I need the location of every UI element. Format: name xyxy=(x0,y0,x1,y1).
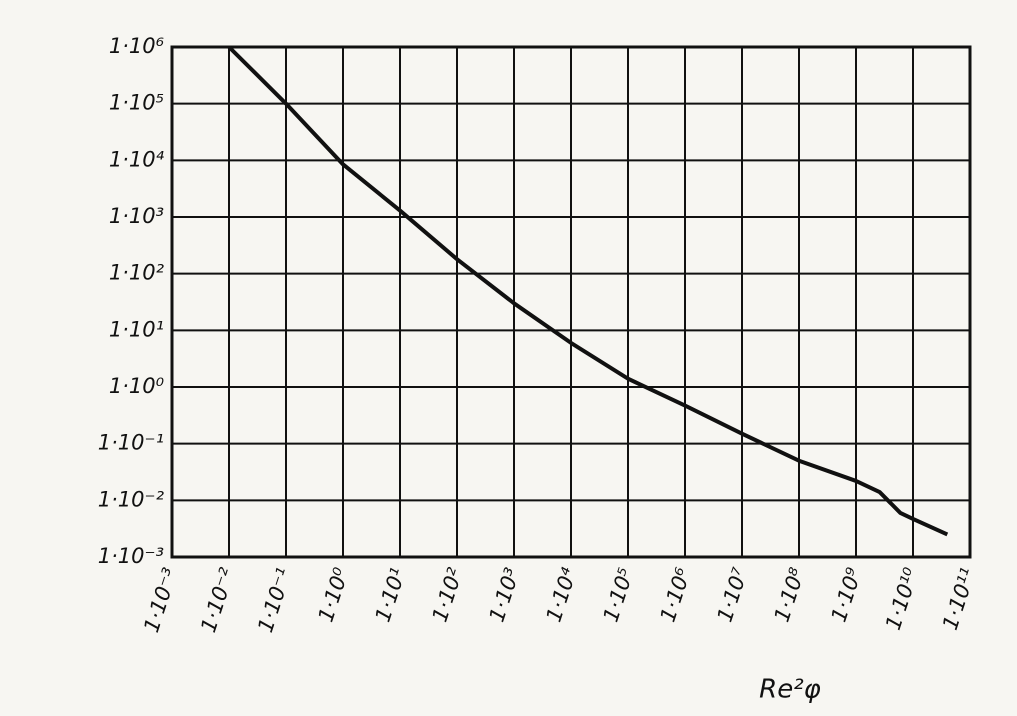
x-tick-label: 1·10⁶ xyxy=(656,565,696,625)
x-tick-label: 1·10⁵ xyxy=(599,565,639,625)
y-tick-label: 1·10⁻³ xyxy=(98,544,164,568)
x-tick-label: 1·10⁴ xyxy=(542,564,582,624)
x-tick-label: 1·10⁸ xyxy=(770,564,810,624)
x-axis-label: Re²φ xyxy=(759,675,821,705)
y-tick-label: 1·10² xyxy=(109,261,165,285)
x-tick-label: 1·10⁻³ xyxy=(139,565,182,635)
x-tick-label: 1·10⁹ xyxy=(827,564,867,624)
plot-frame xyxy=(170,45,972,559)
x-tick-label: 1·10⁻¹ xyxy=(253,565,296,635)
y-tick-label: 1·10⁻¹ xyxy=(98,431,164,455)
y-tick-label: 1·10⁴ xyxy=(109,147,165,171)
x-tick-label: 1·10³ xyxy=(485,565,525,625)
x-tick-label: 1·10⁻² xyxy=(196,564,239,635)
x-tick-label: 1·10² xyxy=(428,564,468,624)
y-tick-label: 1·10⁻² xyxy=(98,487,165,511)
y-tick-label: 1·10⁵ xyxy=(109,91,164,115)
x-tick-label: 1·10⁰ xyxy=(314,564,354,624)
y-tick-label: 1·10¹ xyxy=(109,317,164,341)
y-tick-label: 1·10⁶ xyxy=(109,34,164,58)
x-tick-label: 1·10⁷ xyxy=(713,564,753,624)
x-tick-label: 1·10¹¹ xyxy=(938,565,980,633)
data-line xyxy=(227,45,949,537)
x-tick-label: 1·10¹⁰ xyxy=(881,564,924,632)
x-tick-label: 1·10¹ xyxy=(371,565,411,625)
y-tick-label: 1·10³ xyxy=(109,204,164,228)
y-tick-label: 1·10⁰ xyxy=(109,374,165,398)
